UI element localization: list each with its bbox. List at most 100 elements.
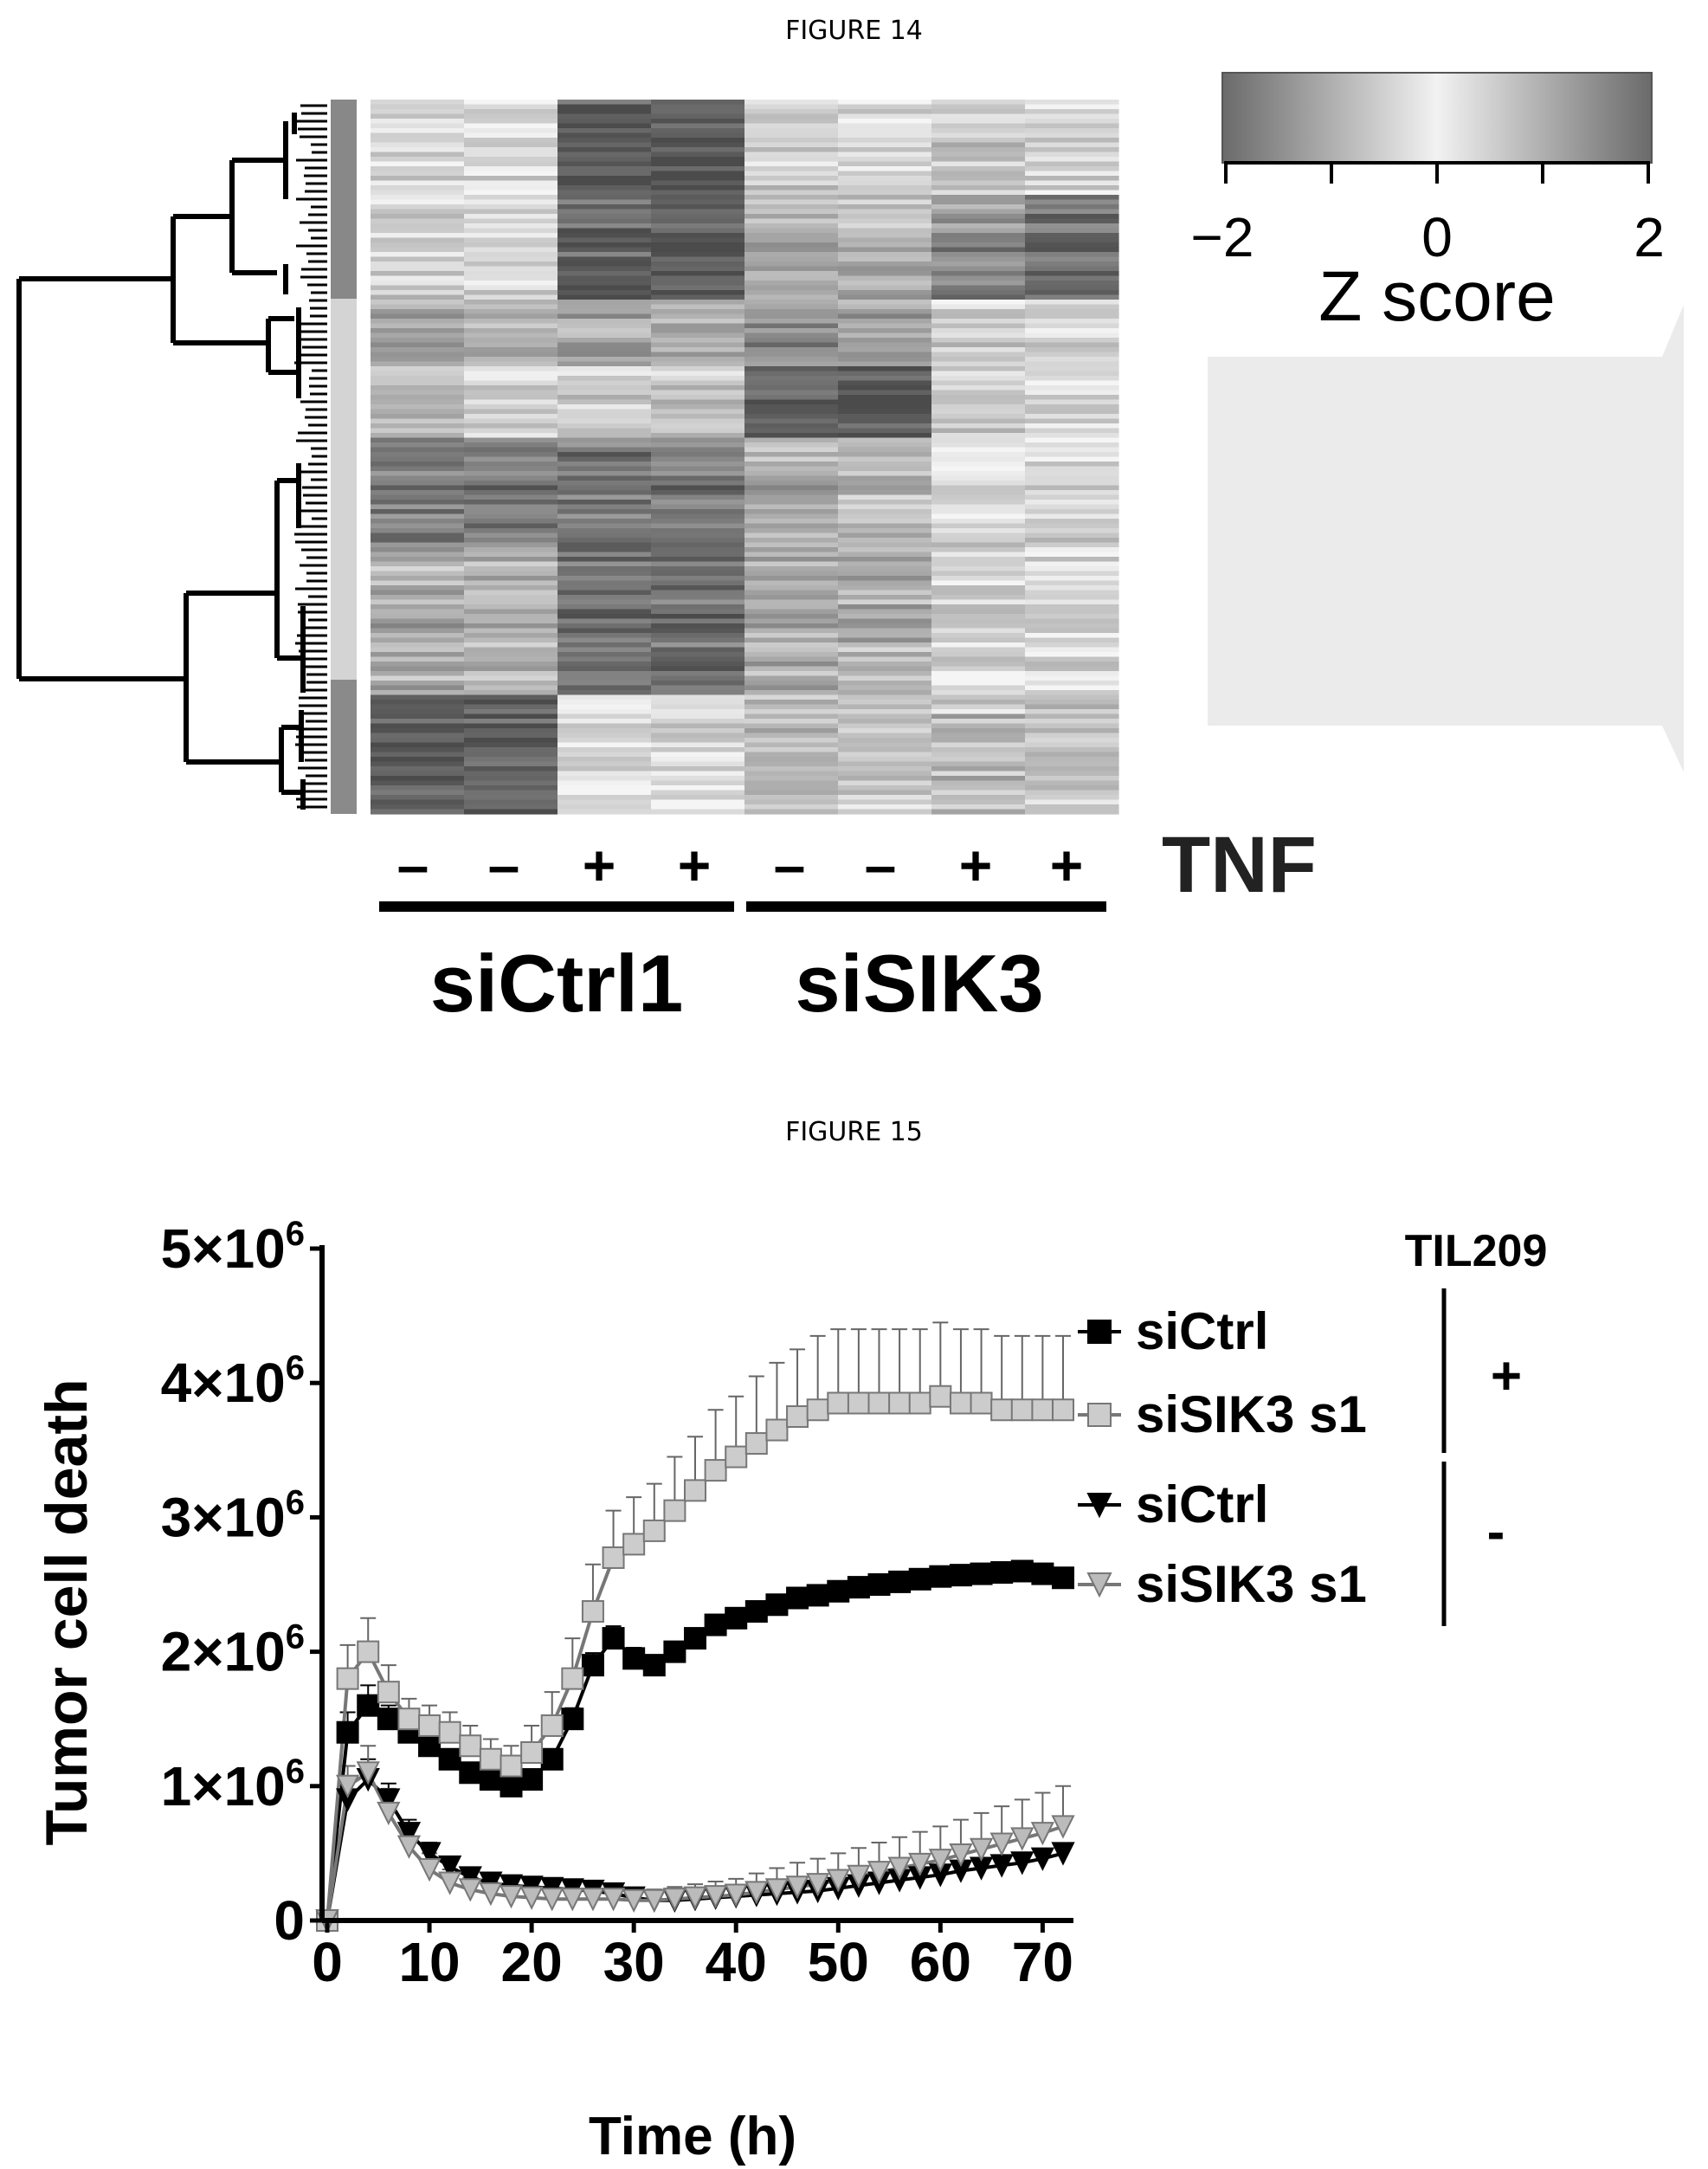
- data-point: [357, 1640, 380, 1663]
- heatmap-cell: [371, 342, 465, 348]
- heatmap-cell: [1025, 771, 1119, 777]
- heatmap-cell: [1025, 300, 1119, 306]
- heatmap-cell: [838, 214, 932, 220]
- heatmap-cell: [651, 552, 745, 558]
- heatmap-cell: [838, 456, 932, 462]
- heatmap-cell: [558, 180, 652, 186]
- heatmap-cell: [838, 285, 932, 291]
- figure-14-caption: FIGURE 14: [785, 16, 923, 46]
- heatmap-cell: [371, 528, 465, 534]
- heatmap-cell: [651, 723, 745, 729]
- data-point: [744, 1432, 768, 1456]
- heatmap-cell: [558, 709, 652, 715]
- heatmap-cell: [1025, 437, 1119, 443]
- heatmap-cell: [371, 319, 465, 325]
- data-point: [335, 1774, 360, 1799]
- heatmap-cell: [371, 790, 465, 796]
- heatmap-cell: [838, 675, 932, 681]
- heatmap-cell: [744, 218, 839, 224]
- data-point: [867, 1391, 891, 1415]
- data-point: [642, 1519, 666, 1542]
- heatmap-cell: [464, 780, 558, 786]
- heatmap-cell: [371, 380, 465, 386]
- heatmap-cell: [464, 700, 558, 706]
- heatmap-cell: [651, 528, 745, 534]
- heatmap-cell: [744, 395, 839, 401]
- heatmap-cell: [371, 471, 465, 477]
- heatmap-cell: [464, 328, 558, 334]
- heatmap-cell: [558, 599, 652, 605]
- data-point: [908, 1852, 932, 1877]
- heatmap-cell: [651, 390, 745, 396]
- row-cluster-bar: [331, 100, 357, 814]
- heatmap-cell: [558, 485, 652, 491]
- heatmap-cell: [464, 456, 558, 462]
- legend-entry: siSIK3 s1: [1136, 1385, 1367, 1443]
- heatmap-cell: [1025, 123, 1119, 129]
- heatmap-cell: [744, 509, 839, 515]
- data-point: [704, 1613, 727, 1636]
- heatmap-cell: [744, 171, 839, 177]
- heatmap-cell: [371, 542, 465, 548]
- heatmap-cell: [931, 119, 1026, 125]
- series-markers: [315, 1385, 1075, 1933]
- heatmap-cell: [838, 176, 932, 182]
- heatmap-cell: [651, 742, 745, 748]
- heatmap-cell: [651, 214, 745, 220]
- heatmap-cell: [558, 738, 652, 744]
- dendrogram: [16, 113, 306, 810]
- heatmap-cell: [651, 195, 745, 201]
- heatmap-cell: [558, 471, 652, 477]
- heatmap-cell: [931, 452, 1026, 458]
- heatmap-cell: [744, 609, 839, 615]
- data-point: [336, 1667, 359, 1690]
- tnf-sign: –: [488, 833, 520, 897]
- heatmap-cell: [838, 304, 932, 310]
- heatmap-cell: [651, 475, 745, 481]
- legend-entry: siSIK3 s1: [1136, 1555, 1367, 1613]
- heatmap-cell: [838, 361, 932, 367]
- heatmap-cell: [371, 290, 465, 296]
- data-point: [806, 1398, 829, 1422]
- heatmap-cell: [371, 561, 465, 567]
- heatmap-cell: [744, 633, 839, 639]
- heatmap-cell: [558, 142, 652, 148]
- heatmap-cell: [464, 471, 558, 477]
- heatmap-cell: [838, 294, 932, 300]
- heatmap-cell: [744, 390, 839, 396]
- figure-14-heatmap-figure: −2 0 2 Z score – – + + – – + + TNF siCtr…: [16, 72, 1684, 1029]
- legend-group-plus: +: [1491, 1346, 1522, 1406]
- heatmap-cell: [838, 771, 932, 777]
- heatmap-cell: [1025, 799, 1119, 805]
- heatmap-cell: [931, 738, 1026, 744]
- data-point: [969, 1837, 994, 1862]
- heatmap-cell: [371, 614, 465, 620]
- heatmap-cell: [838, 242, 932, 249]
- heatmap-cell: [371, 633, 465, 639]
- heatmap-cell: [1025, 690, 1119, 696]
- heatmap-cell: [838, 366, 932, 372]
- heatmap-cell: [744, 199, 839, 205]
- heatmap-cell: [558, 466, 652, 472]
- heatmap-cell: [371, 728, 465, 734]
- data-point: [806, 1584, 829, 1607]
- data-point: [847, 1576, 870, 1599]
- data-point: [458, 1866, 482, 1890]
- heatmap-cell: [371, 132, 465, 139]
- heatmap-cell: [464, 637, 558, 643]
- heatmap-cell: [931, 694, 1026, 700]
- data-point: [827, 1579, 850, 1603]
- heatmap-cell: [651, 142, 745, 148]
- heatmap-cell: [651, 604, 745, 610]
- heatmap-cell: [931, 538, 1026, 544]
- heatmap-cell: [651, 780, 745, 786]
- heatmap-cell: [838, 662, 932, 668]
- heatmap-cell: [1025, 447, 1119, 453]
- heatmap-cell: [1025, 338, 1119, 344]
- heatmap-cell: [371, 176, 465, 182]
- heatmap-cell: [1025, 228, 1119, 234]
- data-point: [438, 1871, 462, 1895]
- heatmap-cell: [1025, 152, 1119, 158]
- data-point: [888, 1570, 912, 1593]
- data-point: [1052, 1398, 1074, 1422]
